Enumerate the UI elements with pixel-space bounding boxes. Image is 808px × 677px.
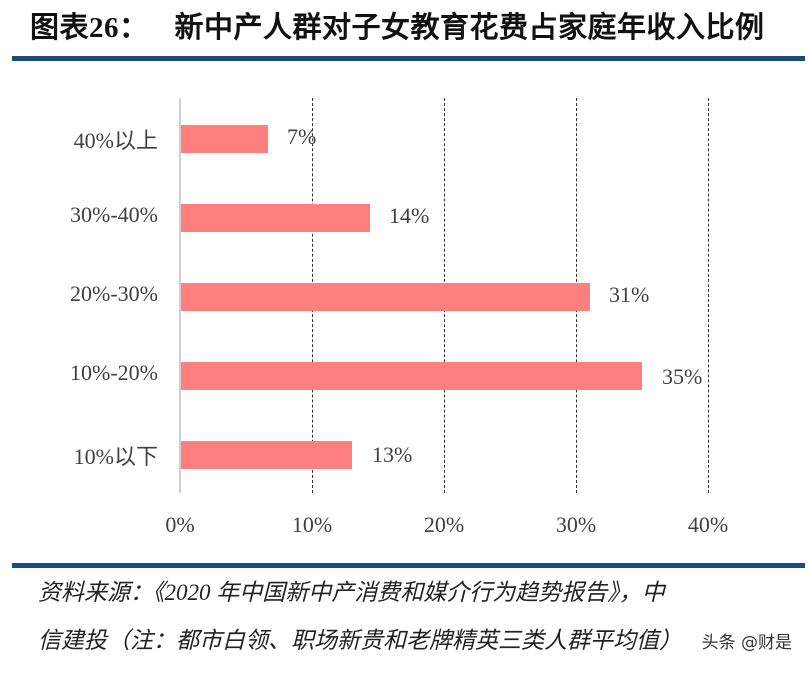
bar	[181, 362, 642, 390]
bar-chart: 40%以上 7% 30%-40% 14% 20%-30% 31% 10%-20%…	[70, 98, 729, 537]
category-label: 20%-30%	[70, 281, 158, 306]
source-note-line2: 信建投（注：都市白领、职场新贵和老牌精英三类人群平均值）	[38, 628, 682, 653]
figure-title-text: 新中产人群对子女教育花费占家庭年收入比例	[174, 12, 765, 44]
gridline-40	[708, 98, 709, 493]
category-label: 30%-40%	[70, 202, 158, 227]
bar	[181, 204, 370, 232]
figure-title: 图表26： 新中产人群对子女教育花费占家庭年收入比例	[30, 6, 765, 50]
title-divider	[12, 56, 805, 61]
figure-number: 图表26：	[30, 12, 149, 44]
value-label: 13%	[372, 442, 413, 467]
category-label: 40%以上	[73, 128, 158, 153]
source-note-line1: 资料来源：《2020 年中国新中产消费和媒介行为趋势报告》，中	[38, 580, 665, 605]
watermark: 头条 @财是	[699, 628, 794, 653]
bar	[181, 283, 590, 311]
bar	[181, 441, 352, 469]
value-label: 31%	[609, 282, 650, 307]
x-tick-label: 0%	[165, 512, 195, 537]
value-label: 14%	[389, 203, 430, 228]
source-divider	[12, 563, 805, 568]
category-label: 10%-20%	[70, 360, 158, 385]
x-tick-label: 40%	[687, 512, 729, 537]
value-label: 7%	[287, 124, 317, 149]
x-tick-label: 30%	[555, 512, 597, 537]
bar	[181, 125, 268, 153]
value-label: 35%	[662, 364, 703, 389]
x-tick-label: 10%	[291, 512, 333, 537]
x-tick-label: 20%	[423, 512, 465, 537]
category-label: 10%以下	[73, 444, 158, 469]
y-axis-line	[179, 98, 181, 493]
